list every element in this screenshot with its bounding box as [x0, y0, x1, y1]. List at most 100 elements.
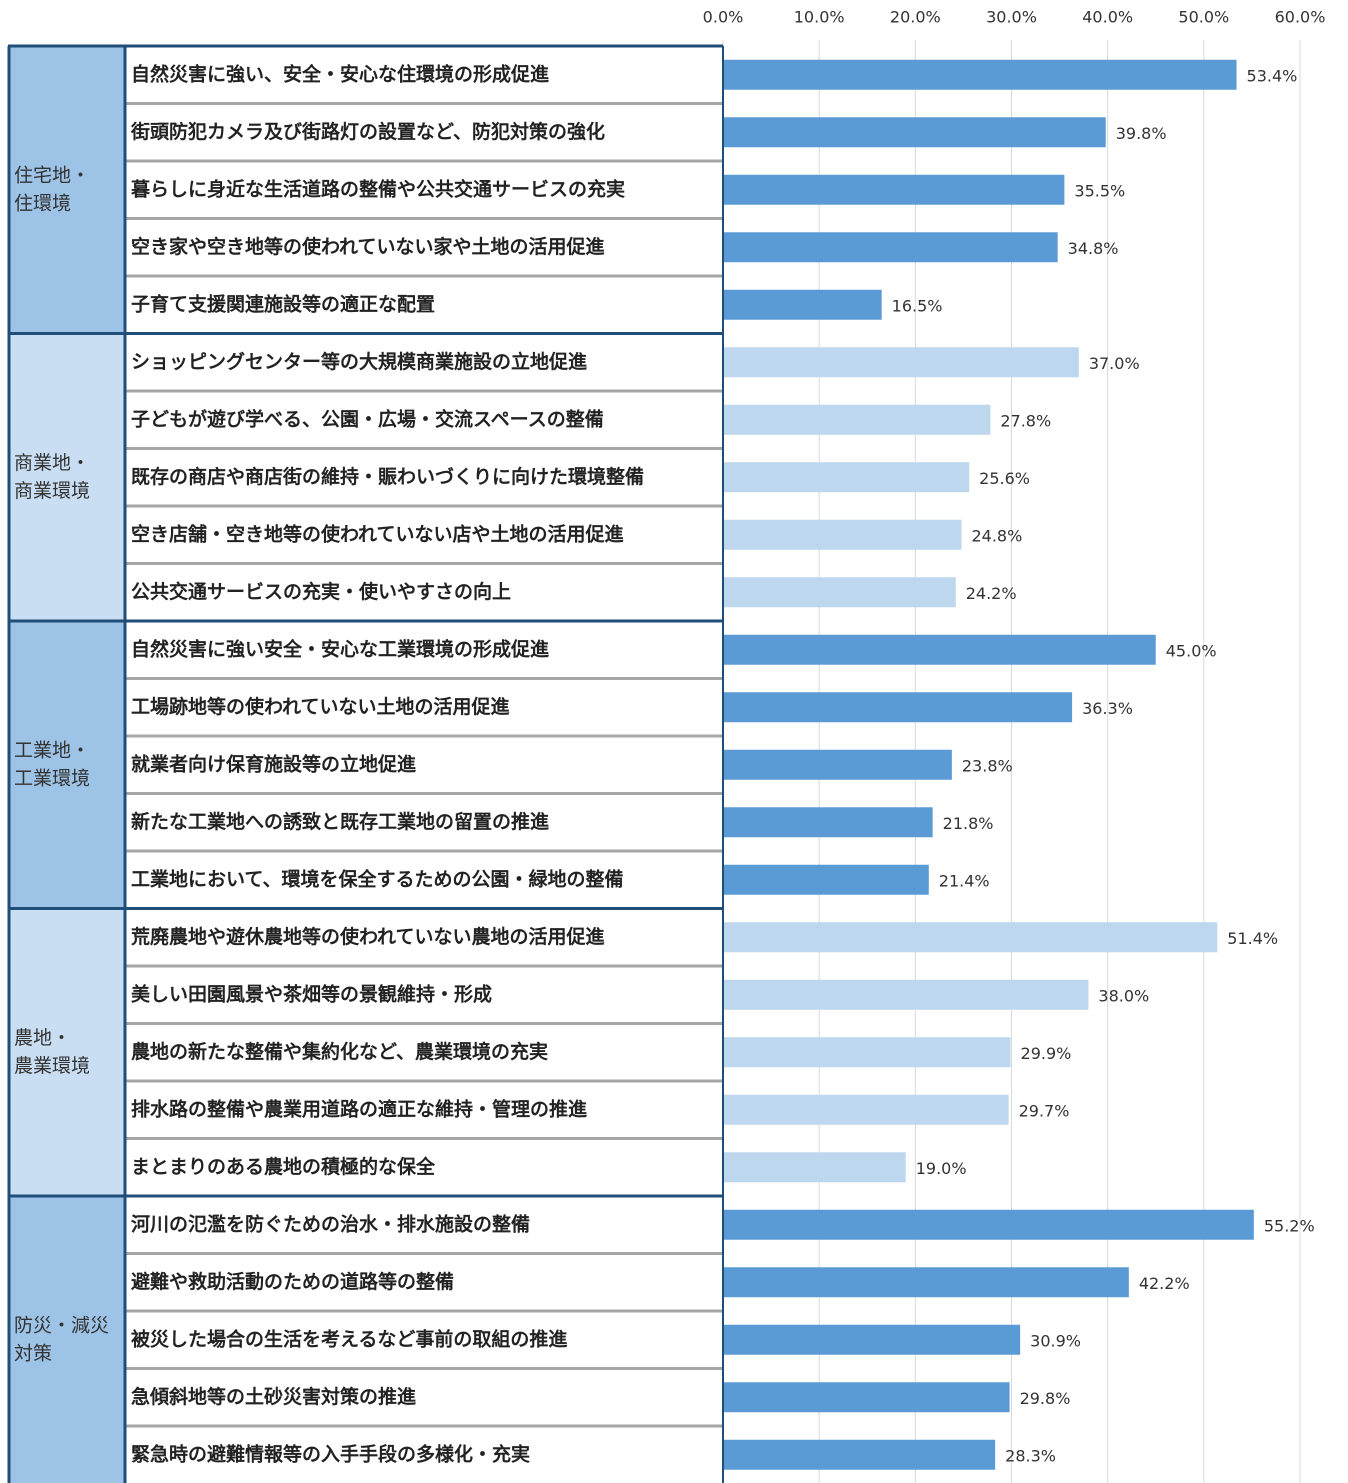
- category-label: 工業地において、環境を保全するための公園・緑地の整備: [131, 867, 623, 890]
- bar: [723, 174, 1065, 205]
- group-label: 商業環境: [14, 480, 90, 502]
- group-label: 防災・減災: [14, 1314, 109, 1336]
- category-label: 美しい田園風景や茶畑等の景観維持・形成: [131, 982, 492, 1005]
- bar: [723, 289, 882, 320]
- category-cell: [125, 1196, 723, 1483]
- category-label: 緊急時の避難情報等の入手手段の多様化・充実: [131, 1442, 530, 1465]
- x-tick-label: 60.0%: [1275, 8, 1326, 27]
- category-label: 子どもが遊び学べる、公園・広場・交流スペースの整備: [131, 407, 604, 430]
- value-label: 19.0%: [916, 1159, 967, 1178]
- bar: [723, 577, 956, 608]
- group-label: 工業環境: [14, 767, 90, 789]
- category-label: 空き店舗・空き地等の使われていない店や土地の活用促進: [131, 522, 623, 545]
- value-label: 45.0%: [1166, 641, 1217, 660]
- value-label: 27.8%: [1000, 411, 1051, 430]
- value-label: 23.8%: [962, 756, 1013, 775]
- category-label: まとまりのある農地の積極的な保全: [131, 1155, 436, 1178]
- group-label: 商業地・: [14, 452, 90, 474]
- bar: [723, 1382, 1010, 1413]
- bar: [723, 1267, 1129, 1298]
- bar: [723, 462, 970, 493]
- group-label: 農地・: [14, 1027, 71, 1049]
- category-label: ショッピングセンター等の大規模商業施設の立地促進: [131, 350, 587, 373]
- value-label: 30.9%: [1030, 1331, 1081, 1350]
- bar: [723, 1324, 1021, 1355]
- x-tick-label: 20.0%: [890, 8, 941, 27]
- value-label: 29.9%: [1021, 1044, 1072, 1063]
- category-label: 子育て支援関連施設等の適正な配置: [131, 292, 435, 315]
- category-cell: [125, 333, 723, 621]
- category-label: 被災した場合の生活を考えるなど事前の取組の推進: [131, 1327, 567, 1350]
- category-label: 避難や救助活動のための道路等の整備: [131, 1270, 454, 1293]
- category-label: 街頭防犯カメラ及び街路灯の設置など、防犯対策の強化: [130, 120, 605, 143]
- value-label: 28.3%: [1005, 1446, 1056, 1465]
- group-cell: [8, 621, 125, 909]
- value-label: 16.5%: [892, 296, 943, 315]
- value-label: 53.4%: [1247, 66, 1298, 85]
- group-label: 対策: [14, 1342, 52, 1364]
- value-label: 29.7%: [1019, 1101, 1070, 1120]
- value-label: 35.5%: [1074, 181, 1125, 200]
- category-label: 工場跡地等の使われていない土地の活用促進: [131, 695, 509, 718]
- value-label: 51.4%: [1227, 929, 1278, 948]
- value-label: 24.8%: [971, 526, 1022, 545]
- bar: [723, 1152, 906, 1183]
- category-label: 既存の商店や商店街の維持・賑わいづくりに向けた環境整備: [131, 465, 644, 488]
- category-label: 自然災害に強い、安全・安心な住環境の形成促進: [131, 62, 549, 85]
- category-label: 空き家や空き地等の使われていない家や土地の活用促進: [131, 235, 604, 258]
- group-cell: [8, 1196, 125, 1483]
- category-label: 暮らしに身近な生活道路の整備や公共交通サービスの充実: [130, 177, 625, 200]
- x-tick-label: 40.0%: [1082, 8, 1133, 27]
- bar: [723, 864, 929, 895]
- group-cell: [8, 46, 125, 334]
- value-label: 21.4%: [939, 871, 990, 890]
- bar: [723, 59, 1237, 90]
- category-label: 河川の氾濫を防ぐための治水・排水施設の整備: [131, 1212, 530, 1235]
- value-label: 21.8%: [943, 814, 994, 833]
- value-label: 39.8%: [1116, 124, 1167, 143]
- group-cell: [8, 908, 125, 1196]
- bar: [723, 979, 1089, 1010]
- value-label: 29.8%: [1020, 1389, 1071, 1408]
- category-label: 新たな工業地への誘致と既存工業地の留置の推進: [131, 810, 549, 833]
- bar: [723, 807, 933, 838]
- value-label: 24.2%: [966, 584, 1017, 603]
- x-tick-label: 50.0%: [1178, 8, 1229, 27]
- category-label: 就業者向け保育施設等の立地促進: [131, 752, 416, 775]
- bar: [723, 692, 1073, 723]
- group-label: 住宅地・: [14, 164, 90, 186]
- bar: [723, 404, 991, 435]
- bar: [723, 749, 952, 780]
- category-cell: [125, 621, 723, 909]
- x-tick-label: 10.0%: [794, 8, 845, 27]
- value-label: 55.2%: [1264, 1216, 1315, 1235]
- bar: [723, 634, 1156, 665]
- category-label: 排水路の整備や農業用道路の適正な維持・管理の推進: [131, 1097, 587, 1120]
- group-label: 住環境: [14, 192, 71, 214]
- bar: [723, 117, 1106, 148]
- bar: [723, 1037, 1011, 1068]
- bar: [723, 1209, 1254, 1240]
- bar: [723, 1439, 996, 1470]
- bar: [723, 519, 962, 550]
- value-label: 37.0%: [1089, 354, 1140, 373]
- group-label: 農業環境: [14, 1055, 90, 1077]
- category-label: 急傾斜地等の土砂災害対策の推進: [131, 1385, 416, 1408]
- category-label: 自然災害に強い安全・安心な工業環境の形成促進: [131, 637, 549, 660]
- value-label: 36.3%: [1082, 699, 1133, 718]
- value-label: 38.0%: [1098, 986, 1149, 1005]
- value-label: 34.8%: [1068, 239, 1119, 258]
- x-tick-label: 0.0%: [703, 8, 744, 27]
- bar: [723, 232, 1058, 263]
- group-label: 工業地・: [14, 739, 90, 761]
- bar: [723, 347, 1079, 378]
- value-label: 25.6%: [979, 469, 1030, 488]
- group-cell: [8, 333, 125, 621]
- category-cell: [125, 908, 723, 1196]
- bar: [723, 922, 1218, 953]
- value-label: 42.2%: [1139, 1274, 1190, 1293]
- category-label: 農地の新たな整備や集約化など、農業環境の充実: [131, 1040, 548, 1063]
- bar: [723, 1094, 1009, 1125]
- category-label: 荒廃農地や遊休農地等の使われていない農地の活用促進: [131, 925, 604, 948]
